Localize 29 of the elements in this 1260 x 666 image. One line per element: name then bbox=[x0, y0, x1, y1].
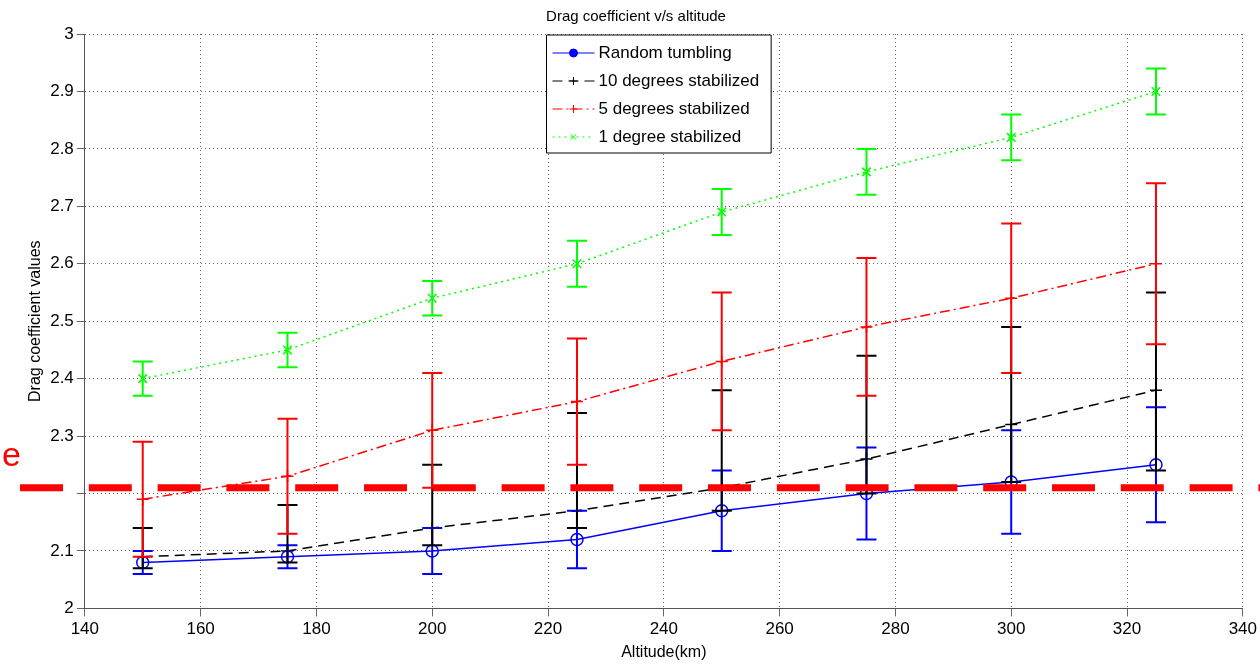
x-tick-label: 320 bbox=[1112, 619, 1142, 639]
legend-label: 5 degrees stabilized bbox=[598, 98, 750, 118]
y-tick-label: 2.3 bbox=[50, 425, 74, 445]
y-tick-label: 2.5 bbox=[50, 310, 74, 330]
x-tick-label: 200 bbox=[418, 619, 447, 639]
legend-label: Random tumbling bbox=[598, 42, 732, 62]
x-tick-label: 240 bbox=[649, 619, 679, 639]
x-tick-label: 180 bbox=[302, 619, 331, 639]
x-tick-label: 140 bbox=[70, 619, 100, 639]
y-tick-label: 3 bbox=[64, 23, 74, 43]
y-tick-label: 2.1 bbox=[50, 540, 74, 560]
y-axis-title: Drag coefficient values bbox=[26, 240, 44, 402]
legend-label: 10 degrees stabilized bbox=[598, 70, 760, 90]
x-tick-label: 160 bbox=[186, 619, 215, 639]
x-axis-title: Altitude(km) bbox=[621, 642, 707, 660]
x-tick-label: 220 bbox=[533, 619, 563, 639]
y-tick-label: 2.8 bbox=[50, 138, 74, 158]
y-tick-label: 2 bbox=[64, 598, 74, 618]
y-tick-label: 2.6 bbox=[50, 253, 74, 273]
chart-title: Drag coefficient v/s altitude bbox=[546, 7, 726, 25]
x-tick-label: 280 bbox=[881, 619, 910, 639]
x-tick-label: 340 bbox=[1228, 619, 1258, 639]
legend-label: 1 degree stabilized bbox=[598, 126, 742, 146]
ref-line-label: e bbox=[2, 435, 21, 474]
x-tick-label: 260 bbox=[765, 619, 794, 639]
y-tick-label: 2.7 bbox=[50, 196, 74, 216]
y-tick-label: 2.9 bbox=[50, 81, 74, 101]
y-tick-label: 2.4 bbox=[50, 368, 74, 388]
x-tick-label: 300 bbox=[997, 619, 1026, 639]
